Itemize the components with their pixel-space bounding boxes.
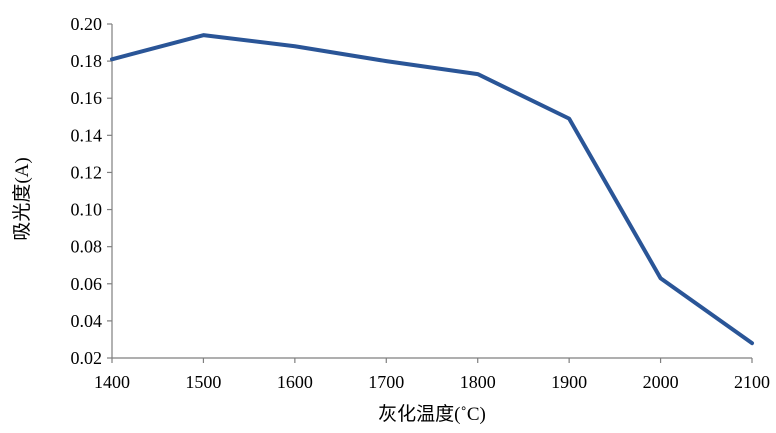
x-tick-label: 1900: [551, 372, 587, 392]
data-point: [384, 59, 388, 63]
x-tick-label: 2100: [734, 372, 770, 392]
y-tick-label: 0.02: [71, 348, 103, 368]
y-tick-label: 0.20: [71, 14, 103, 34]
y-tick-label: 0.04: [71, 311, 103, 331]
data-point: [293, 44, 297, 48]
data-point: [110, 57, 114, 61]
y-tick-label: 0.08: [71, 237, 103, 257]
series-line: [110, 33, 754, 346]
data-point: [750, 341, 754, 345]
y-tick-label: 0.10: [71, 200, 103, 220]
y-tick-label: 0.18: [71, 51, 103, 71]
data-point: [476, 72, 480, 76]
y-tick-label: 0.16: [71, 88, 103, 108]
x-tick-label: 1700: [368, 372, 404, 392]
x-axis-title: 灰化温度(˚C): [378, 403, 486, 425]
x-tick-label: 2000: [643, 372, 679, 392]
y-tick-label: 0.06: [71, 274, 103, 294]
x-tick-label: 1500: [185, 372, 221, 392]
axes: [107, 23, 753, 363]
x-tick-label: 1600: [277, 372, 313, 392]
data-point: [201, 33, 205, 37]
y-axis-title: 吸光度(A): [11, 157, 33, 240]
series-lines: [110, 33, 754, 346]
data-point: [567, 117, 571, 121]
y-tick-label: 0.12: [71, 162, 103, 182]
data-point: [659, 276, 663, 280]
x-tick-label: 1400: [94, 372, 130, 392]
tick-labels: 0.02 0.04 0.06 0.08 0.10 0.12 0.14 0.16 0.18 0.20…: [71, 14, 771, 392]
y-tick-label: 0.14: [71, 125, 103, 145]
x-tick-label: 1800: [460, 372, 496, 392]
